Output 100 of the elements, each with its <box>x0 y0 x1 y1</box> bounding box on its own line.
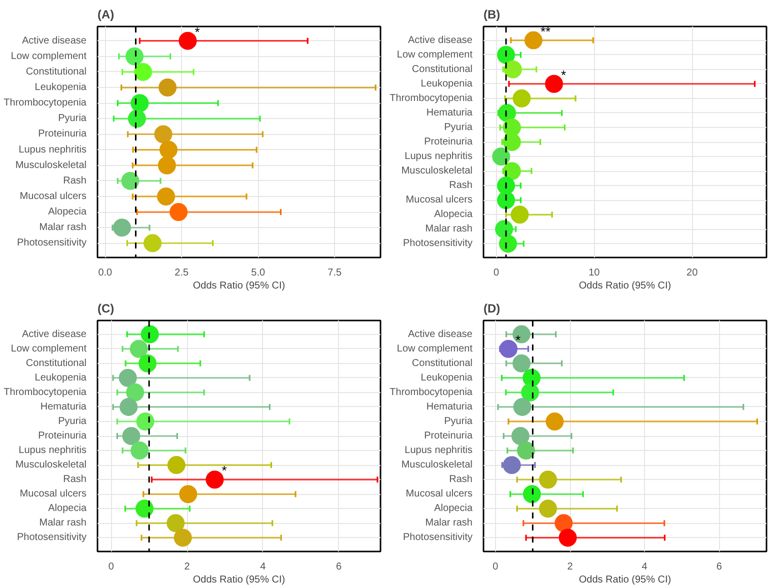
point <box>546 412 564 430</box>
y-tick-label: Malar rash <box>425 518 473 529</box>
annotation: * <box>222 463 227 478</box>
y-tick-label: Leukopenia <box>420 78 473 90</box>
y-tick-label: Pyuria <box>58 113 87 124</box>
y-tick-label: Rash <box>449 180 473 192</box>
point <box>498 104 516 122</box>
point <box>558 528 577 547</box>
y-tick-label: Rash <box>449 474 473 486</box>
point <box>120 398 138 416</box>
y-tick-label: Hematuria <box>426 401 473 412</box>
x-tick-label: 0 <box>492 562 499 572</box>
point <box>522 485 541 504</box>
y-tick-label: Alopecia <box>434 209 473 220</box>
x-tick-label: 2 <box>567 562 574 572</box>
y-tick-label: Malar rash <box>39 518 87 529</box>
point <box>174 528 192 547</box>
point <box>512 89 531 108</box>
y-tick-label: Constitutional <box>412 64 473 75</box>
y-tick-label: Malar rash <box>39 222 87 234</box>
y-tick-label: Active disease <box>408 328 473 340</box>
point <box>170 203 188 222</box>
chart-title: (D) <box>484 302 500 316</box>
chart-title: (A) <box>98 8 114 22</box>
y-tick-label: Proteinuria <box>38 128 87 140</box>
point <box>130 94 149 112</box>
x-tick-label: 2.5 <box>174 268 190 278</box>
point <box>178 32 197 50</box>
y-tick-label: Musculoskeletal <box>15 460 87 471</box>
y-tick-label: Leukopenia <box>34 372 87 384</box>
point <box>130 442 149 460</box>
y-tick-label: Low complement <box>396 49 473 60</box>
point <box>136 412 154 430</box>
point <box>122 427 140 445</box>
point <box>158 156 176 174</box>
x-axis-title: Odds Ratio (95% CI) <box>192 280 286 292</box>
y-tick-label: Leukopenia <box>420 372 473 384</box>
y-tick-label: Constitutional <box>26 66 87 78</box>
x-tick-label: 6 <box>336 562 342 572</box>
y-tick-label: Photosensitivity <box>403 238 473 250</box>
point <box>154 125 172 144</box>
point <box>112 218 131 237</box>
y-tick-label: Musculoskeletal <box>401 460 473 471</box>
y-tick-label: Active disease <box>22 328 87 340</box>
y-tick-label: Proteinuria <box>424 136 473 148</box>
point <box>497 46 516 64</box>
y-tick-label: Proteinuria <box>424 430 473 442</box>
point <box>121 172 140 190</box>
annotation: * <box>194 24 200 40</box>
point <box>513 398 532 416</box>
x-tick-label: 0 <box>493 268 500 278</box>
x-axis-title: Odds Ratio (95% CI) <box>192 574 286 586</box>
y-tick-label: Alopecia <box>434 503 473 514</box>
y-tick-label: Mucosal ulcers <box>20 190 87 202</box>
y-tick-label: Low complement <box>396 343 473 354</box>
point <box>497 191 516 210</box>
y-tick-label: Musculoskeletal <box>15 160 87 171</box>
point <box>502 162 521 180</box>
point <box>166 514 185 532</box>
point <box>498 234 517 253</box>
y-tick-label: Alopecia <box>48 206 87 218</box>
y-tick-label: Lupus nephritis <box>18 445 87 456</box>
y-tick-label: Thrombocytopenia <box>4 98 87 109</box>
y-tick-label: Thrombocytopenia <box>390 92 473 104</box>
y-tick-label: Proteinuria <box>38 430 87 442</box>
y-tick-label: Photosensitivity <box>17 532 87 544</box>
y-tick-label: Active disease <box>408 34 473 46</box>
point <box>134 62 152 81</box>
point <box>206 470 224 489</box>
y-tick-label: Pyuria <box>58 416 87 427</box>
y-tick-label: Low complement <box>10 50 87 62</box>
point <box>157 188 176 206</box>
point <box>539 500 558 518</box>
point <box>138 354 157 372</box>
y-tick-label: Musculoskeletal <box>401 166 473 177</box>
x-axis-title: Odds Ratio (95% CI) <box>578 280 672 292</box>
y-tick-label: Mucosal ulcers <box>406 488 473 500</box>
y-tick-label: Photosensitivity <box>17 238 87 249</box>
point <box>521 383 540 402</box>
point <box>512 354 531 372</box>
chart-title: (B) <box>484 8 500 22</box>
y-tick-label: Mucosal ulcers <box>406 194 473 206</box>
x-tick-label: 0 <box>108 562 114 572</box>
y-tick-label: Rash <box>63 175 87 186</box>
annotation: * <box>515 332 521 348</box>
point <box>512 325 531 344</box>
x-tick-label: 7.5 <box>328 268 342 278</box>
point <box>128 110 146 128</box>
x-tick-label: 20 <box>686 268 698 278</box>
y-tick-label: Lupus nephritis <box>404 151 473 162</box>
point <box>140 325 159 344</box>
y-tick-label: Hematuria <box>426 107 473 118</box>
y-tick-label: Lupus nephritis <box>18 144 87 156</box>
y-tick-label: Leukopenia <box>34 82 87 94</box>
point <box>144 234 162 252</box>
point <box>492 148 510 166</box>
x-axis-title: Odds Ratio (95% CI) <box>578 574 672 586</box>
y-tick-label: Thrombocytopenia <box>4 386 87 398</box>
y-tick-label: Constitutional <box>412 358 473 369</box>
y-tick-label: Constitutional <box>26 358 87 369</box>
